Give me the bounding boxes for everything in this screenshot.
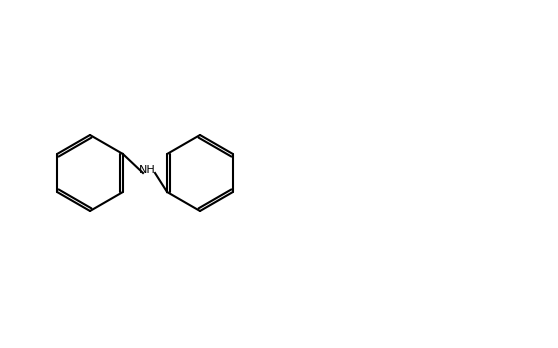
- Text: NH: NH: [138, 165, 155, 175]
